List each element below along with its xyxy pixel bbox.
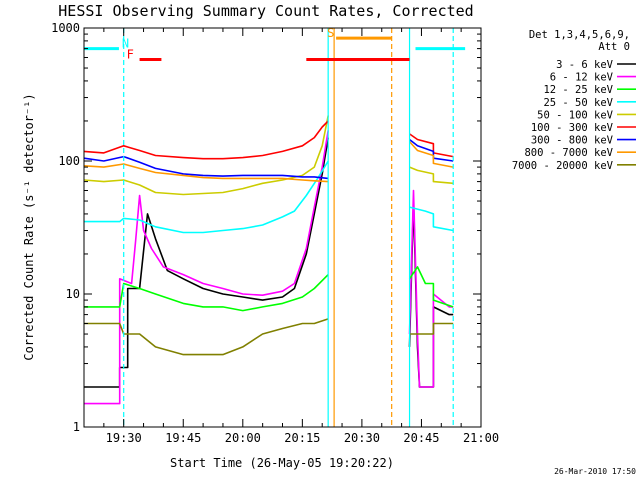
footer-timestamp: 26-Mar-2010 17:50 [554, 467, 636, 476]
series-line-100-300-kev [83, 120, 454, 160]
x-axis-label: Start Time (26-May-05 19:20:22) [170, 456, 394, 470]
x-tick-label: 21:00 [463, 431, 499, 445]
x-tick-label: 20:00 [225, 431, 261, 445]
series-line-6-12-kev [84, 130, 454, 405]
series-layer [83, 115, 454, 405]
legend-label: 6 - 12 keV [550, 72, 614, 84]
y-tick-label: 1000 [51, 21, 80, 35]
y-axis-label: Corrected Count Rate (s⁻¹ detector⁻¹) [22, 93, 36, 360]
annotation-layer: NF S [84, 26, 466, 427]
legend-header: Det 1,3,4,5,6,9, [529, 29, 630, 41]
y-tick-label: 10 [66, 287, 80, 301]
legend-header: Att 0 [598, 41, 630, 53]
series-line-25-50-kev [84, 160, 454, 234]
legend-label: 100 - 300 keV [531, 122, 614, 134]
y-tick-label: 1 [73, 420, 80, 434]
legend-label: 7000 - 20000 keV [512, 160, 614, 172]
legend-label: 12 - 25 keV [543, 84, 613, 96]
series-line-50-100-kev [83, 115, 454, 196]
chart-title: HESSI Observing Summary Count Rates, Cor… [58, 2, 473, 20]
x-tick-label: 20:30 [344, 431, 380, 445]
y-tick-label: 100 [58, 154, 80, 168]
x-tick-label: 20:15 [284, 431, 320, 445]
series-line-800-7000-kev [83, 141, 454, 183]
legend-label: 800 - 7000 keV [524, 147, 613, 159]
series-line-300-800-kev [83, 138, 454, 180]
legend-label: 25 - 50 keV [543, 97, 613, 109]
flag-bar-label: F [127, 47, 134, 61]
flag-bar-label: N [122, 37, 129, 51]
axes: 19:30 19:45 20:00 20:15 20:30 20:45 21:00 1 10 10… [51, 21, 499, 445]
x-tick-label: 19:45 [165, 431, 201, 445]
legend-label: 3 - 6 keV [556, 59, 614, 71]
legend-label: 50 - 100 keV [537, 109, 614, 121]
series-line-7000-20000-kev [84, 318, 454, 356]
x-tick-label: 20:45 [403, 431, 439, 445]
flag-bar-label: S [327, 26, 334, 40]
legend-label: 300 - 800 keV [531, 135, 614, 147]
series-line-12-25-kev [84, 266, 454, 312]
x-tick-label: 19:30 [106, 431, 142, 445]
